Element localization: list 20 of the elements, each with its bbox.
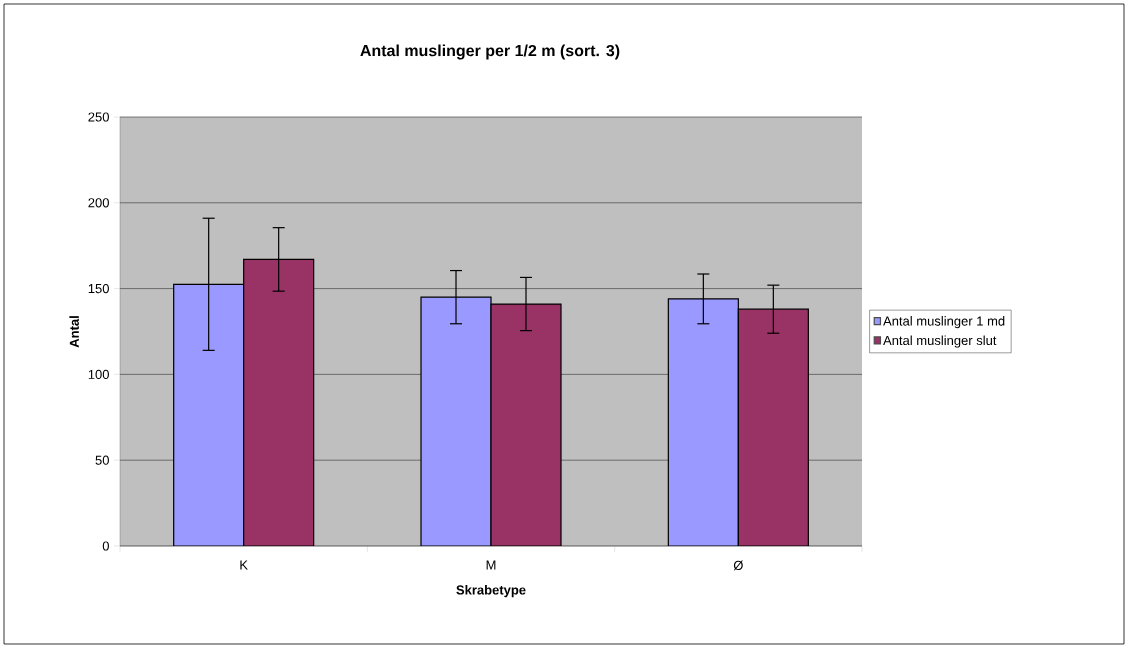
bar — [173, 283, 245, 546]
bar — [243, 258, 315, 546]
bar — [490, 303, 562, 546]
y-axis-title: Antal — [69, 316, 79, 348]
x-tick-label: K — [240, 560, 248, 570]
y-tick-label: 0 — [102, 541, 109, 551]
x-axis-title: Skrabetype — [456, 585, 526, 598]
x-tick-label: Ø — [733, 560, 743, 571]
y-tick-label: 100 — [88, 369, 109, 379]
y-tick-label: 250 — [88, 112, 109, 122]
y-tick-label: 50 — [95, 455, 109, 465]
chart-title: Antal muslinger per 1/2 m (sort. 3) — [360, 44, 620, 60]
legend-label: Antal muslinger 1 md — [883, 316, 1005, 329]
legend-label: Antal muslinger slut — [883, 335, 997, 348]
bar — [667, 298, 739, 546]
y-tick-label: 150 — [88, 283, 109, 294]
y-tick-label: 200 — [88, 198, 109, 208]
x-tick-label: M — [486, 560, 496, 570]
bar — [737, 308, 809, 546]
bar — [420, 296, 492, 546]
